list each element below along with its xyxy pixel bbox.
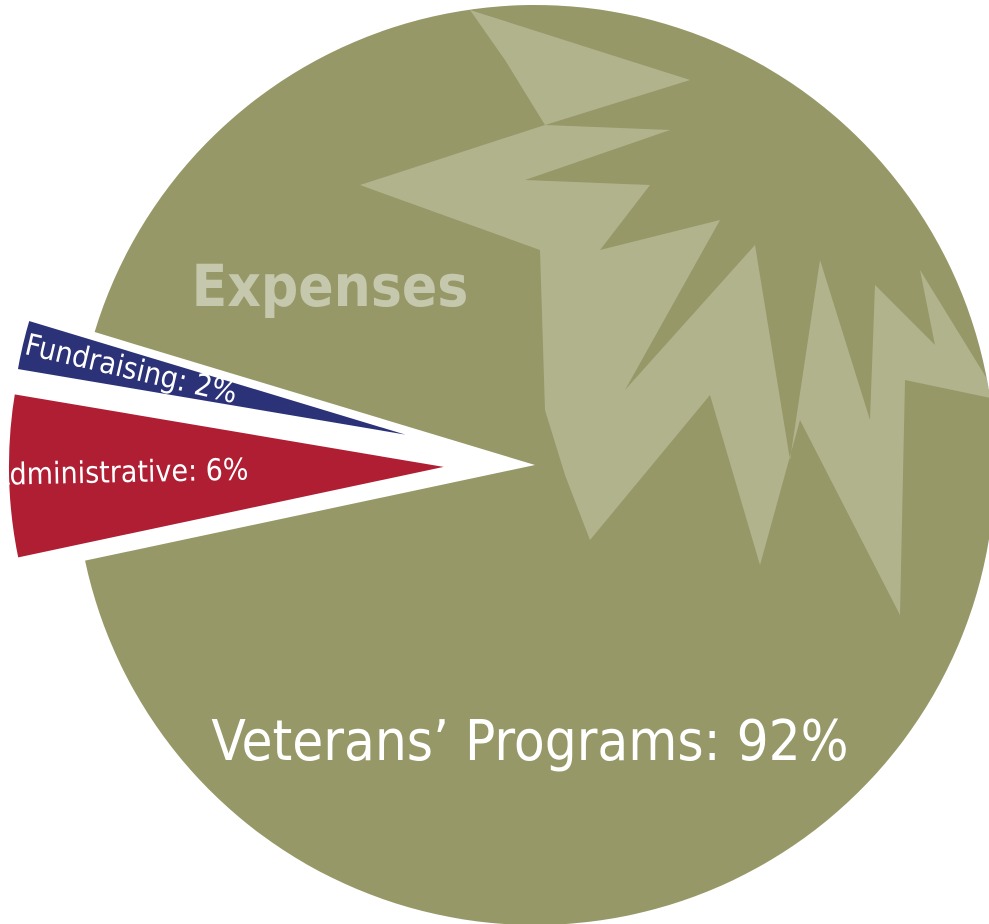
pie-slice <box>1 385 466 567</box>
starburst-decoration <box>360 10 989 615</box>
pie: Veterans’ Programs: 92% Administrative: 6… <box>0 5 989 924</box>
slice-label: Administrative: 6% <box>0 453 249 493</box>
pie-slice <box>8 311 469 453</box>
slice-label: Veterans’ Programs: 92% <box>211 709 848 774</box>
chart-title: Expenses <box>192 252 469 320</box>
pie-slice <box>85 5 989 924</box>
